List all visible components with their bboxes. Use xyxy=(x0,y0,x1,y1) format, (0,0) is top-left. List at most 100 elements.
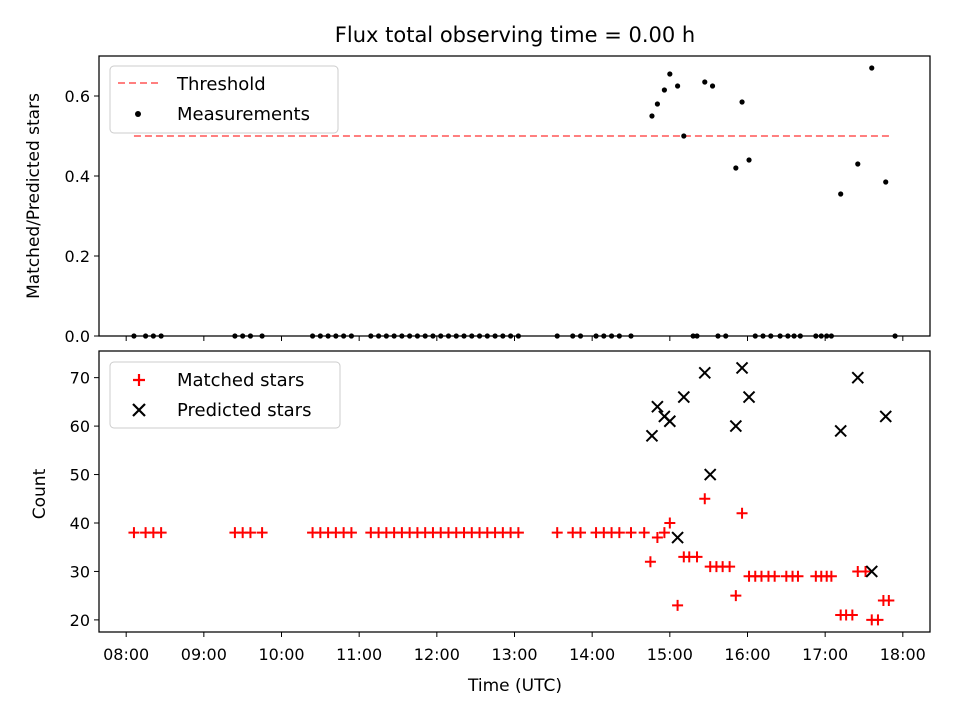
measurements-point xyxy=(674,83,681,89)
x-tick-label: 09:00 xyxy=(181,645,227,664)
measurements-legend-swatch xyxy=(135,111,141,117)
matched-stars-point xyxy=(613,527,625,539)
predicted-stars-point xyxy=(879,410,892,423)
matched-stars-point xyxy=(883,595,895,607)
measurements-point xyxy=(681,133,687,139)
measurements-point xyxy=(883,179,889,185)
predicted-stars-point xyxy=(742,390,756,404)
predicted-stars-point xyxy=(671,531,684,544)
matched-legend-swatch xyxy=(133,374,145,386)
matched-stars-point xyxy=(846,609,858,621)
count-y-tick-label: 20 xyxy=(70,611,90,630)
predicted-stars-point xyxy=(698,366,711,380)
matched-stars-point xyxy=(128,527,140,539)
measurements-legend-label: Measurements xyxy=(177,104,310,125)
matched-stars-point xyxy=(575,527,587,539)
matched-stars-point xyxy=(825,570,837,582)
count-legend-box xyxy=(109,361,341,429)
matched-stars-point xyxy=(551,527,563,539)
count-legend: Matched stars Predicted stars xyxy=(109,361,341,429)
predicted-stars-point xyxy=(704,468,717,481)
ratio-y-axis-title: Matched/Predicted stars xyxy=(24,93,44,299)
x-tick-label: 10:00 xyxy=(258,645,304,664)
matched-stars-point xyxy=(244,527,256,539)
measurements-point xyxy=(649,113,655,119)
predicted-stars-point xyxy=(645,429,659,442)
x-tick-label: 11:00 xyxy=(336,645,382,664)
predicted-stars-point xyxy=(834,424,847,438)
matched-stars-point xyxy=(672,599,684,611)
x-tick-label: 08:00 xyxy=(103,645,149,664)
matched-stars-point xyxy=(792,570,804,582)
measurements-point xyxy=(733,165,739,171)
predicted-stars-point xyxy=(735,361,749,375)
predicted-stars-point xyxy=(651,400,664,413)
ratio-x-axis xyxy=(125,336,904,341)
measurements-point xyxy=(654,101,661,107)
matched-stars-point xyxy=(872,614,884,626)
measurements-point xyxy=(739,99,745,105)
matched-stars-point xyxy=(155,527,167,539)
matched-stars-point xyxy=(256,527,268,539)
count-y-tick-label: 40 xyxy=(70,514,90,533)
ratio-y-tick-label: 0.0 xyxy=(65,327,90,346)
matched-stars-point xyxy=(625,527,637,539)
matched-stars-point xyxy=(860,565,872,577)
measurements-point xyxy=(702,79,708,85)
x-tick-label: 14:00 xyxy=(569,645,615,664)
matched-stars-point xyxy=(644,556,656,568)
measurements-point xyxy=(667,71,673,77)
count-y-axis: 20 30 40 50 60 70 xyxy=(70,369,99,630)
matched-legend-label: Matched stars xyxy=(177,370,304,391)
measurements-point xyxy=(709,83,716,89)
count-y-axis-title: Count xyxy=(30,468,50,519)
measurements-point xyxy=(746,157,752,163)
matched-stars-point xyxy=(638,527,650,539)
x-tick-label: 16:00 xyxy=(724,645,770,664)
x-tick-label: 12:00 xyxy=(414,645,460,664)
measurements-point xyxy=(855,161,861,167)
matched-stars-point xyxy=(658,527,670,539)
ratio-panel: 0.0 0.2 0.4 0.6 Matched/Predicted stars Thr… xyxy=(24,55,931,346)
matched-stars-point xyxy=(651,532,663,544)
chart-title: Flux total observing time = 0.00 h xyxy=(335,23,695,47)
count-x-axis: 08:00 09:00 10:00 11:00 12:00 13:00 14:00 15:00… xyxy=(103,632,926,664)
count-y-tick-label: 70 xyxy=(70,369,90,388)
ratio-y-tick-label: 0.6 xyxy=(65,87,90,106)
count-plot-area xyxy=(128,361,895,626)
matched-stars-point xyxy=(699,493,711,505)
predicted-stars-point xyxy=(663,415,677,428)
ratio-y-tick-label: 0.2 xyxy=(65,247,90,266)
measurements-point xyxy=(661,87,667,93)
ratio-legend: Threshold Measurements xyxy=(109,65,339,134)
matched-stars-point xyxy=(664,517,676,529)
measurements-point xyxy=(869,65,875,71)
matched-stars-point xyxy=(691,551,703,563)
x-tick-label: 18:00 xyxy=(880,645,926,664)
count-panel: 20 30 40 50 60 70 08:00 09:00 10:00 11:00 12:00 13… xyxy=(30,350,931,664)
x-tick-label: 13:00 xyxy=(491,645,537,664)
matched-stars-point xyxy=(345,527,357,539)
predicted-legend-swatch xyxy=(132,403,146,417)
x-tick-label: 15:00 xyxy=(647,645,693,664)
predicted-stars-point xyxy=(851,371,864,384)
predicted-stars-point xyxy=(677,390,691,404)
matched-stars-point xyxy=(736,507,748,519)
predicted-legend-label: Predicted stars xyxy=(177,400,311,421)
ratio-legend-box xyxy=(109,65,339,134)
threshold-legend-label: Threshold xyxy=(176,74,266,95)
matched-stars-point xyxy=(512,527,524,539)
matched-stars-point xyxy=(724,561,736,573)
matched-stars-point xyxy=(730,590,742,602)
matched-stars-point xyxy=(769,570,781,582)
ratio-y-tick-label: 0.4 xyxy=(65,167,90,186)
count-y-tick-label: 60 xyxy=(70,417,90,436)
x-tick-label: 17:00 xyxy=(802,645,848,664)
count-y-tick-label: 30 xyxy=(70,562,90,581)
x-axis-title: Time (UTC) xyxy=(467,676,562,696)
measurements-point xyxy=(838,191,844,197)
predicted-stars-point xyxy=(729,419,743,433)
ratio-y-axis: 0.0 0.2 0.4 0.6 xyxy=(65,87,99,346)
predicted-stars-point xyxy=(865,565,878,578)
